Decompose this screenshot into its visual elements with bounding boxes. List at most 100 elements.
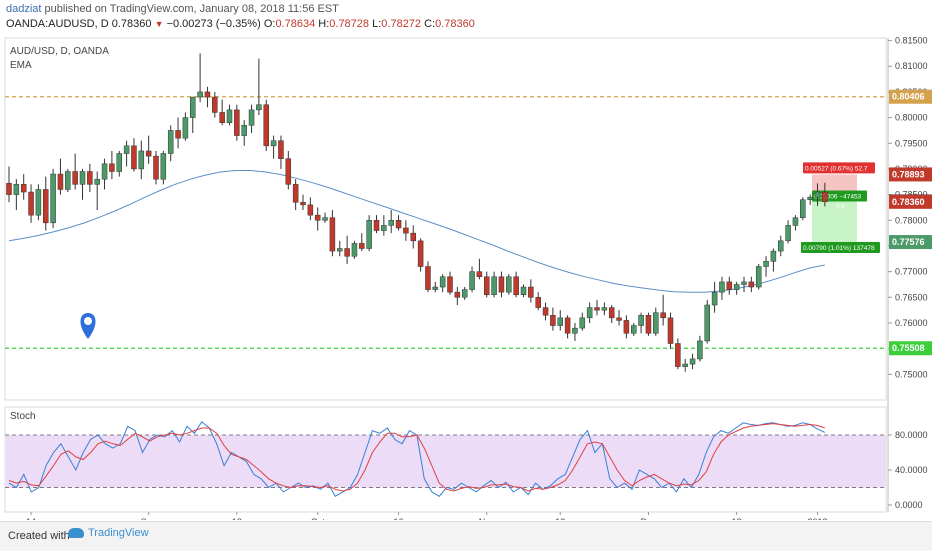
candle-body [6,183,12,195]
candle-body [572,327,578,334]
candle-body [770,250,777,262]
candle-body [638,315,644,326]
target-zone [812,201,857,243]
candle-body [57,173,64,190]
symbol-label: OANDA:AUDUSD, D [6,18,109,30]
candle-body [219,112,225,123]
low-value: 0.78272 [381,18,422,30]
candle-body [314,214,321,221]
candle-body [645,315,652,334]
price-label-tag [889,235,932,250]
candle-body [160,153,167,180]
candle-body [792,217,799,226]
author-link[interactable]: dadziat [6,3,42,15]
candle-body [94,178,100,185]
candle-body [564,317,571,334]
tradingview-logo-icon [68,528,84,538]
candle-body [234,109,240,136]
candle-body [381,225,387,231]
candle-body [256,104,262,111]
candle-body [498,276,505,293]
candle-body [814,191,821,198]
high-label: H: [318,18,330,30]
candle-body [748,281,755,288]
candle-body [439,276,446,288]
candle-body [395,220,402,229]
candle-body [13,184,20,195]
stoch-tick-label: 80.0000 [895,430,928,440]
candle-body [542,307,549,316]
main-pane-title: AUD/USD, D, OANDA [10,46,109,57]
price-tick-label: 0.77000 [895,267,928,277]
time-tick-label: Oct [311,517,326,520]
level-price-tag-label: 0.75508 [892,343,925,353]
price-label-tag-text: 0.78360 [892,197,925,207]
candle-body [601,307,608,311]
stoch-band [6,435,886,488]
price-tick-label: 0.79500 [895,138,928,148]
price-tick-label: 0.76500 [895,292,928,302]
time-tick-label: 13 [555,517,565,520]
stop-label-text: 0.00527 (0.67%) 52.7 [805,165,868,172]
target-label-box [801,242,880,254]
time-tick-label: Sep [141,517,157,520]
candle-body [778,240,784,252]
candle-body [153,155,159,180]
candle-body [491,276,497,295]
candle-body [20,184,27,193]
candle-body [755,266,762,288]
candle-body [469,271,475,290]
publish-info: dadziat published on TradingView.com, Ja… [6,3,339,15]
candle-body [145,150,152,157]
candle-body [623,320,630,334]
candle-body [116,153,122,172]
tradingview-brand: TradingView [88,527,149,539]
candle-body [87,171,93,185]
candle-body [800,199,806,218]
candle-body [72,171,78,185]
candle-body [520,286,527,295]
price-tick-label: 0.78000 [895,215,928,225]
chart-canvas[interactable]: 0.750000.755000.760000.765000.770000.775… [0,0,932,520]
entry-sub-text: 3 k [836,203,845,210]
candle-body [425,266,431,290]
candle-body [417,240,424,267]
price-tick-label: 0.76000 [895,318,928,328]
candle-body [79,171,86,185]
candle-body [528,286,534,298]
candle-body [373,220,380,231]
price-label-tag [889,167,932,182]
candle-body [226,109,233,123]
candle-body [741,281,747,285]
change-value: −0.00273 (−0.35%) [166,18,261,30]
candle-body [285,158,292,185]
candle-body [675,343,681,367]
price-label-tag-text: 0.78893 [892,169,925,179]
level-price-tag [889,341,932,356]
candle-body [733,284,740,290]
created-with-text: Created with [8,530,70,542]
candle-body [101,163,108,180]
candle-body [366,220,372,249]
candle-body [248,109,255,126]
stop-label-box [803,162,875,174]
candle-body [719,281,725,293]
footer: Created with TradingView [0,521,932,551]
candle-body [43,189,49,224]
close-value: 0.78360 [435,18,475,30]
ema-indicator-label[interactable]: EMA [10,60,32,71]
candle-body [109,163,115,172]
stoch-pane-title[interactable]: Stoch [10,411,36,422]
price-tick-label: 0.75000 [895,369,928,379]
tradingview-link[interactable]: TradingView [68,527,149,539]
candle-body [594,307,600,311]
candle-body [344,248,350,257]
stoch-d-line [8,423,825,492]
candle-body [763,261,769,267]
candle-body [689,358,696,365]
price-label-tag [889,194,932,209]
price-tick-label: 0.81000 [895,61,928,71]
candle-body [292,184,299,203]
candle-body [608,307,615,319]
candle-body [616,317,622,321]
